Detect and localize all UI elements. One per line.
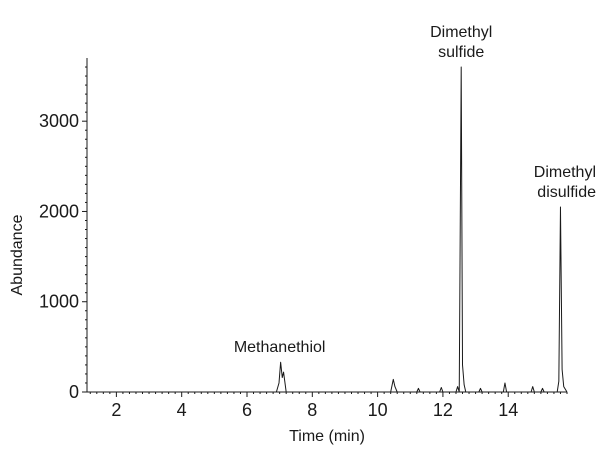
x-tick-label: 4 — [177, 400, 187, 420]
tick-labels: 2 4 6 8 10 12 14 0 1000 2000 3000 — [39, 111, 518, 420]
y-tick-label: 0 — [69, 382, 79, 402]
minor-ticks — [85, 66, 568, 394]
x-tick-label: 6 — [242, 400, 252, 420]
axes — [86, 58, 567, 393]
x-tick-label: 10 — [368, 400, 388, 420]
peak-annotations: Methanethiol Dimethyl sulfide Dimethyl disul… — [234, 24, 596, 356]
x-tick-label: 12 — [433, 400, 453, 420]
y-tick-label: 2000 — [39, 201, 79, 221]
peak-label: Dimethyl sulfide — [430, 24, 492, 61]
x-tick-label: 14 — [498, 400, 518, 420]
x-tick-label: 8 — [307, 400, 317, 420]
y-axis-title: Abundance — [9, 214, 26, 295]
major-ticks — [82, 120, 509, 397]
x-axis-title: Time (min) — [289, 428, 365, 445]
x-tick-label: 2 — [111, 400, 121, 420]
y-tick-label: 3000 — [39, 111, 79, 131]
peak-label: Methanethiol — [234, 339, 326, 356]
peak-label: Dimethyl disulfide — [534, 164, 596, 201]
chromatogram-trace — [87, 66, 568, 393]
y-tick-label: 1000 — [39, 292, 79, 312]
